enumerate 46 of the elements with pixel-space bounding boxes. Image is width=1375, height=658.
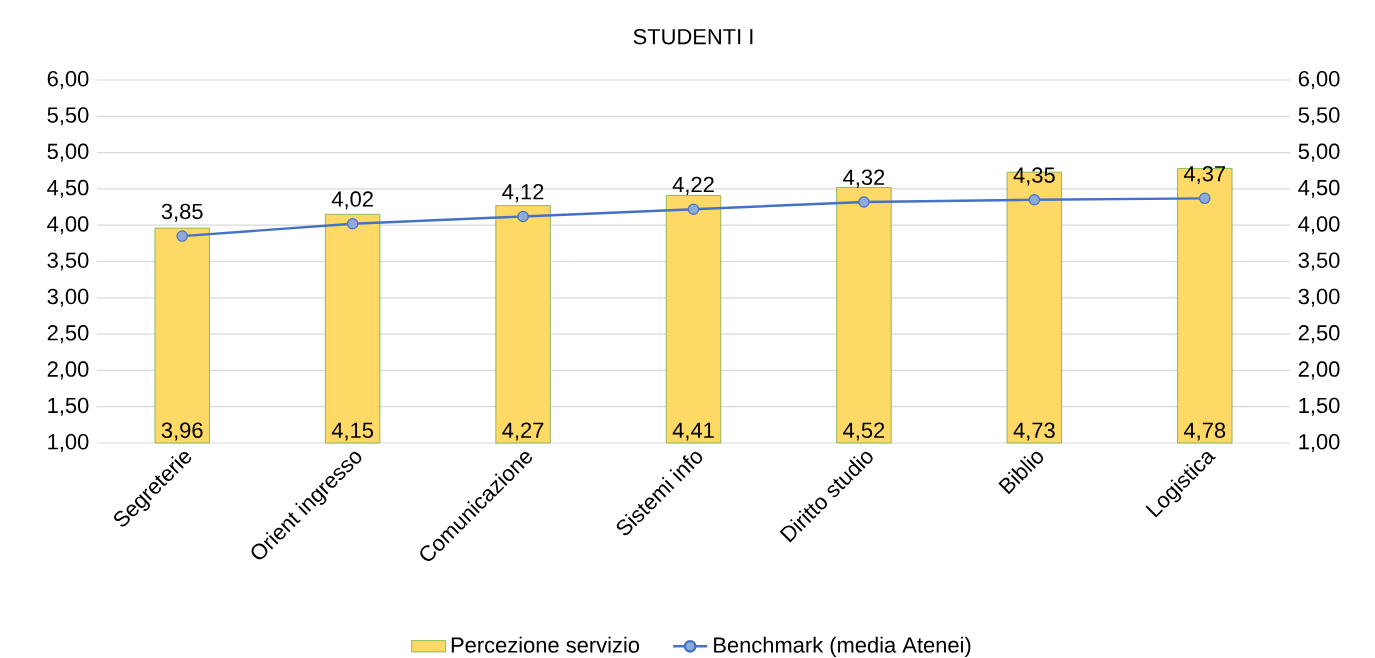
y-tick-label: 4,50 (47, 179, 89, 198)
y-tick-label: 6,00 (47, 70, 89, 90)
point (346, 217, 359, 230)
y2-tick-label: 2,00 (1298, 361, 1340, 380)
point (1028, 194, 1041, 206)
y-tick-label: 5,00 (47, 143, 89, 162)
y-tick-label: 4,00 (47, 216, 89, 235)
y2-tick-label: 3,00 (1298, 288, 1340, 307)
data-label: 4,73 (1013, 422, 1055, 441)
y-tick-label: 2,00 (47, 361, 89, 380)
data-label: 4,41 (672, 422, 714, 441)
y2-tick-label: 1,00 (1299, 433, 1340, 453)
y-tick-label: 1,50 (48, 397, 89, 416)
data-label: 4,32 (843, 169, 885, 188)
data-label: 4,15 (331, 422, 374, 441)
data-label: 3,85 (161, 203, 203, 222)
data-label: 3,96 (161, 422, 203, 441)
data-label: 4,27 (502, 422, 544, 441)
chart-title: STUDENTI I (633, 28, 753, 45)
y2-tick-label: 4,50 (1298, 179, 1340, 198)
data-label: 4,78 (1183, 422, 1226, 441)
y2-tick-label: 6,00 (1298, 70, 1340, 90)
data-label: 4,12 (502, 184, 544, 203)
point (176, 230, 188, 242)
legend-label: Percezione servizio (451, 636, 640, 653)
y-tick-label: 2,50 (47, 325, 89, 344)
y2-tick-label: 2,50 (1298, 325, 1340, 344)
data-label: 4,52 (843, 422, 885, 441)
point (858, 196, 870, 208)
y2-tick-label: 5,00 (1298, 143, 1340, 162)
y-tick-label: 1,00 (48, 433, 89, 453)
point (1199, 192, 1211, 205)
point (517, 210, 529, 223)
data-label: 4,37 (1183, 165, 1226, 184)
data-label: 4,02 (331, 191, 373, 210)
y2-tick-label: 3,50 (1298, 252, 1340, 271)
y2-tick-label: 1,50 (1299, 397, 1340, 416)
y-tick-label: 3,00 (47, 288, 89, 307)
y2-tick-label: 4,00 (1298, 216, 1340, 235)
data-label: 4,22 (672, 176, 714, 195)
y-tick-label: 3,50 (47, 252, 89, 271)
point (687, 203, 700, 216)
y-tick-label: 5,50 (47, 107, 89, 126)
y2-tick-label: 5,50 (1298, 107, 1340, 126)
legend-label: Benchmark (media Atenei) (714, 636, 971, 658)
data-label: 4,35 (1013, 167, 1055, 186)
